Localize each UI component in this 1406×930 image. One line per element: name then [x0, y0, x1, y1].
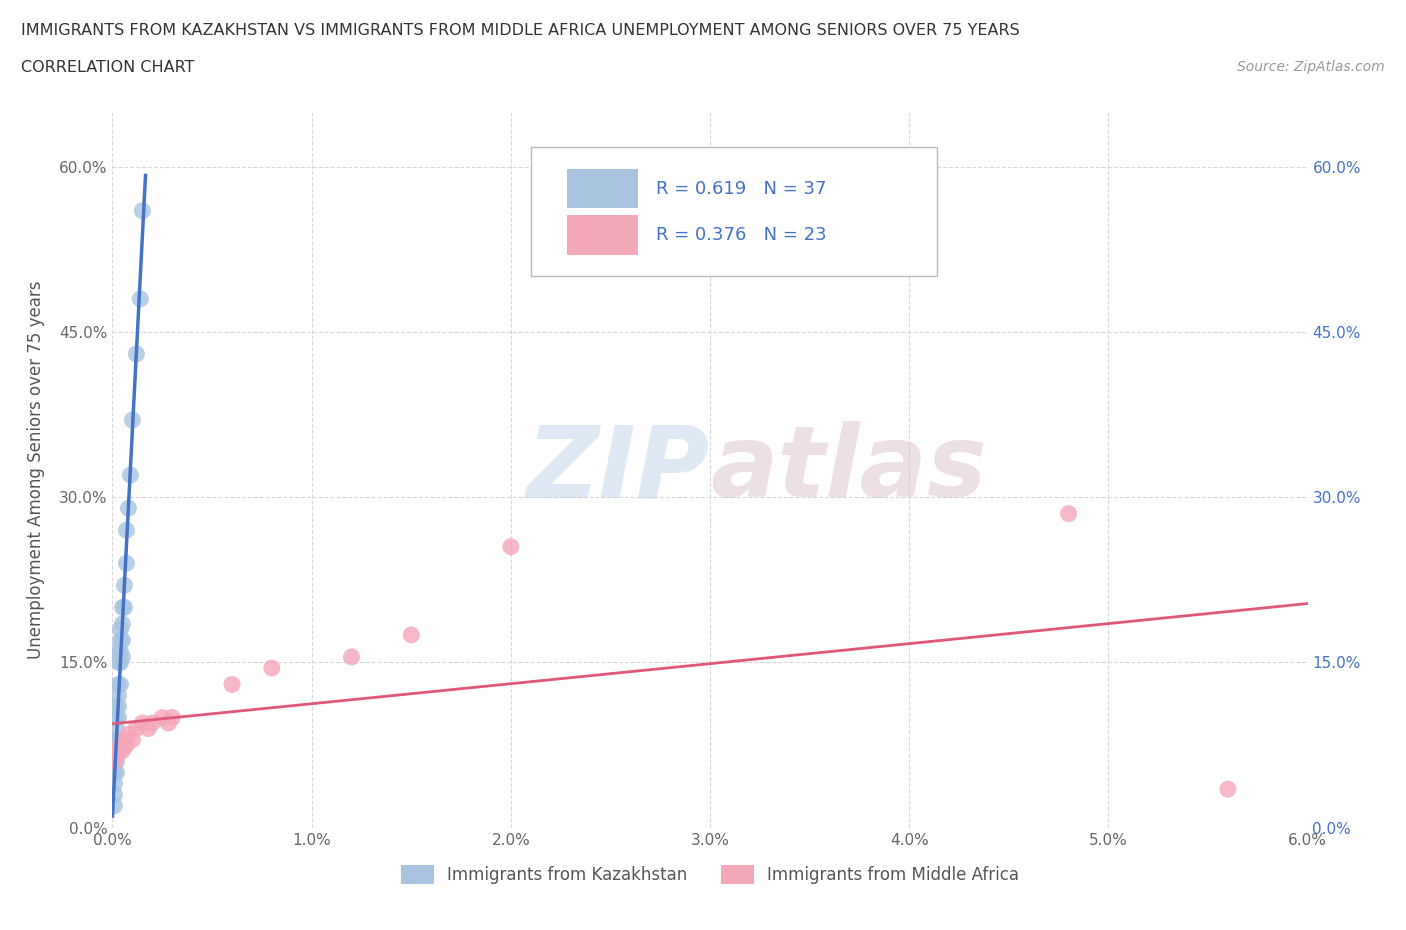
Point — [107, 699, 129, 714]
Point — [131, 715, 153, 730]
Point — [105, 699, 128, 714]
Point — [103, 765, 125, 780]
Point — [107, 688, 129, 703]
Y-axis label: Unemployment Among Seniors over 75 years: Unemployment Among Seniors over 75 years — [27, 281, 45, 658]
Point — [110, 677, 132, 692]
FancyBboxPatch shape — [531, 148, 938, 276]
Point — [107, 644, 129, 658]
Text: ZIP: ZIP — [527, 421, 710, 518]
Text: R = 0.619   N = 37: R = 0.619 N = 37 — [657, 179, 827, 198]
Point — [103, 777, 125, 791]
Text: CORRELATION CHART: CORRELATION CHART — [21, 60, 194, 75]
Point — [105, 721, 128, 736]
Point — [115, 523, 138, 538]
Point — [111, 649, 134, 664]
FancyBboxPatch shape — [567, 169, 638, 208]
Point — [111, 600, 134, 615]
Point — [150, 711, 173, 725]
Point — [121, 732, 143, 747]
Point — [125, 347, 148, 362]
Point — [125, 721, 148, 736]
Point — [117, 500, 139, 515]
Point — [121, 413, 143, 428]
Point — [107, 743, 129, 758]
Point — [105, 732, 128, 747]
Point — [114, 600, 135, 615]
Point — [110, 737, 132, 752]
Point — [105, 754, 128, 769]
Point — [120, 468, 142, 483]
Point — [105, 749, 128, 764]
Point — [105, 711, 128, 725]
Point — [115, 556, 138, 571]
Legend: Immigrants from Kazakhstan, Immigrants from Middle Africa: Immigrants from Kazakhstan, Immigrants f… — [394, 858, 1026, 891]
Text: atlas: atlas — [710, 421, 987, 518]
Point — [340, 649, 363, 664]
Point — [110, 633, 132, 648]
Point — [499, 539, 522, 554]
Point — [221, 677, 243, 692]
Point — [114, 578, 135, 592]
Point — [138, 721, 160, 736]
Point — [401, 628, 423, 643]
Point — [117, 726, 139, 741]
Point — [114, 732, 135, 747]
Point — [111, 633, 134, 648]
Point — [107, 655, 129, 670]
Point — [103, 754, 125, 769]
Point — [107, 732, 129, 747]
Text: Source: ZipAtlas.com: Source: ZipAtlas.com — [1237, 60, 1385, 74]
FancyBboxPatch shape — [567, 216, 638, 255]
Point — [131, 204, 153, 219]
Point — [260, 660, 283, 675]
Point — [103, 754, 125, 769]
Point — [1216, 782, 1239, 797]
Point — [111, 743, 134, 758]
Point — [110, 655, 132, 670]
Text: IMMIGRANTS FROM KAZAKHSTAN VS IMMIGRANTS FROM MIDDLE AFRICA UNEMPLOYMENT AMONG S: IMMIGRANTS FROM KAZAKHSTAN VS IMMIGRANTS… — [21, 23, 1019, 38]
Point — [129, 291, 152, 306]
Point — [115, 737, 138, 752]
Text: R = 0.376   N = 23: R = 0.376 N = 23 — [657, 227, 827, 245]
Point — [103, 787, 125, 802]
Point — [1057, 506, 1080, 521]
Point — [110, 644, 132, 658]
Point — [141, 715, 163, 730]
Point — [111, 617, 134, 631]
Point — [105, 765, 128, 780]
Point — [103, 798, 125, 813]
Point — [107, 677, 129, 692]
Point — [107, 711, 129, 725]
Point — [157, 715, 180, 730]
Point — [110, 622, 132, 637]
Point — [162, 711, 183, 725]
